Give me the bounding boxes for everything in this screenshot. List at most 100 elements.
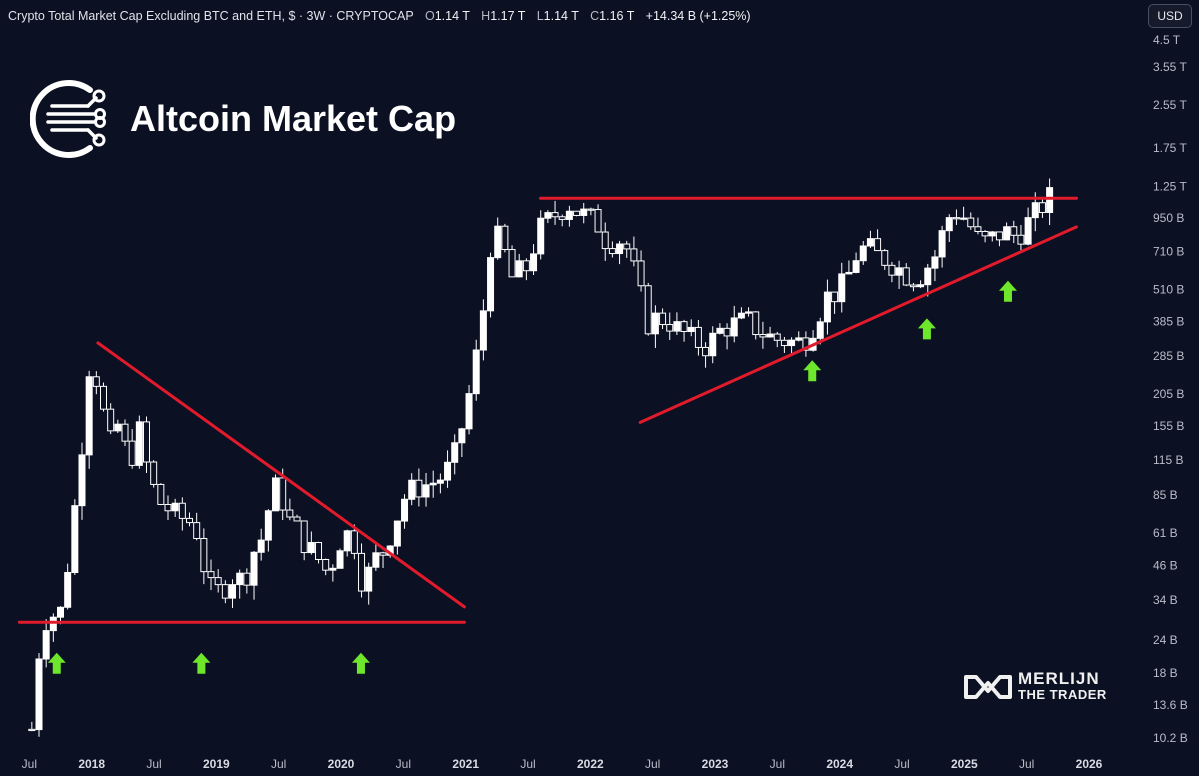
candle — [730, 305, 738, 343]
candle — [49, 613, 57, 642]
candle-body — [164, 503, 172, 512]
candle-body — [888, 264, 896, 276]
candle — [243, 568, 251, 594]
candle — [236, 569, 244, 599]
candle — [422, 473, 430, 507]
candle — [895, 260, 903, 289]
x-tick-label: Jul — [22, 757, 37, 771]
candle — [659, 308, 667, 330]
candle — [809, 330, 817, 352]
candle — [902, 263, 910, 287]
candle — [444, 450, 452, 488]
candle-body — [479, 310, 487, 351]
candle-body — [157, 483, 165, 505]
currency-button[interactable]: USD — [1148, 4, 1192, 28]
y-tick-label: 1.75 T — [1153, 141, 1187, 155]
open-value: 1.14 T — [434, 9, 470, 23]
watermark-line2: THE TRADER — [1018, 687, 1107, 702]
candle-body — [702, 346, 710, 357]
candle — [974, 217, 982, 235]
candle — [365, 562, 373, 605]
candle-body — [358, 552, 366, 592]
candle — [802, 331, 810, 357]
candle-body — [1031, 202, 1039, 219]
candle — [709, 326, 717, 364]
candle — [780, 336, 788, 353]
candle — [186, 512, 194, 527]
candle — [272, 474, 280, 512]
x-tick-label: Jul — [146, 757, 161, 771]
candle — [945, 214, 953, 242]
candle — [415, 468, 423, 507]
candle-body — [300, 520, 308, 554]
y-tick-label: 18 B — [1153, 666, 1178, 680]
candle — [981, 230, 989, 243]
candle — [429, 470, 437, 498]
candle-body — [608, 248, 616, 255]
candle-body — [451, 442, 459, 463]
candle — [745, 307, 753, 317]
candle — [795, 331, 803, 342]
candle — [694, 320, 702, 356]
candle-body — [100, 385, 108, 410]
high-value: 1.17 T — [490, 9, 526, 23]
arrows-layer — [47, 280, 1017, 674]
candle — [859, 241, 867, 265]
candle-body — [716, 327, 724, 334]
symbol-title[interactable]: Crypto Total Market Cap Excluding BTC an… — [8, 9, 414, 23]
candle-body — [795, 337, 803, 341]
x-tick-label: Jul — [894, 757, 909, 771]
candle — [28, 721, 36, 732]
candle — [651, 305, 659, 348]
candle-body — [924, 267, 932, 286]
author-watermark: MERLIJN THE TRADER — [962, 665, 1132, 709]
candle — [128, 429, 136, 469]
candle — [465, 384, 473, 435]
candle-body — [874, 238, 882, 252]
candle — [171, 498, 179, 517]
candle — [336, 548, 344, 569]
candle — [92, 371, 100, 395]
candle-body — [616, 243, 624, 255]
candle-body — [680, 321, 688, 333]
candle — [988, 231, 996, 242]
candle — [1038, 198, 1046, 218]
circuit-logo-icon — [30, 80, 106, 158]
x-tick-label: 2022 — [577, 757, 604, 771]
y-tick-label: 1.25 T — [1153, 180, 1187, 194]
candle — [673, 312, 681, 335]
candle-body — [601, 231, 609, 250]
candle — [193, 512, 201, 541]
candle — [157, 483, 165, 506]
candle-body — [1017, 234, 1025, 245]
candle-body — [587, 208, 595, 211]
up-arrow-icon — [47, 652, 66, 674]
candle-body — [594, 209, 602, 233]
candle-body — [458, 428, 466, 444]
candle-body — [1003, 226, 1011, 241]
watermark-line1: MERLIJN — [1018, 669, 1100, 688]
candle-body — [171, 502, 179, 512]
candle-body — [250, 551, 258, 586]
y-tick-label: 285 B — [1153, 349, 1184, 363]
candle-body — [508, 249, 516, 278]
y-tick-label: 61 B — [1153, 526, 1178, 540]
candle — [42, 619, 50, 668]
x-tick-label: 2023 — [702, 757, 729, 771]
candle-body — [630, 248, 638, 262]
candle — [530, 244, 538, 276]
candle — [307, 531, 315, 555]
candle — [573, 210, 581, 217]
candle — [114, 419, 122, 433]
candle — [995, 231, 1003, 247]
x-tick-label: 2018 — [78, 757, 105, 771]
candle — [257, 528, 265, 561]
candle — [522, 258, 530, 281]
candle-body — [315, 542, 323, 561]
y-tick-label: 710 B — [1153, 245, 1184, 259]
candle-body — [42, 630, 50, 660]
y-tick-label: 385 B — [1153, 315, 1184, 329]
up-arrow-icon — [998, 280, 1017, 302]
candle-body — [515, 260, 523, 278]
